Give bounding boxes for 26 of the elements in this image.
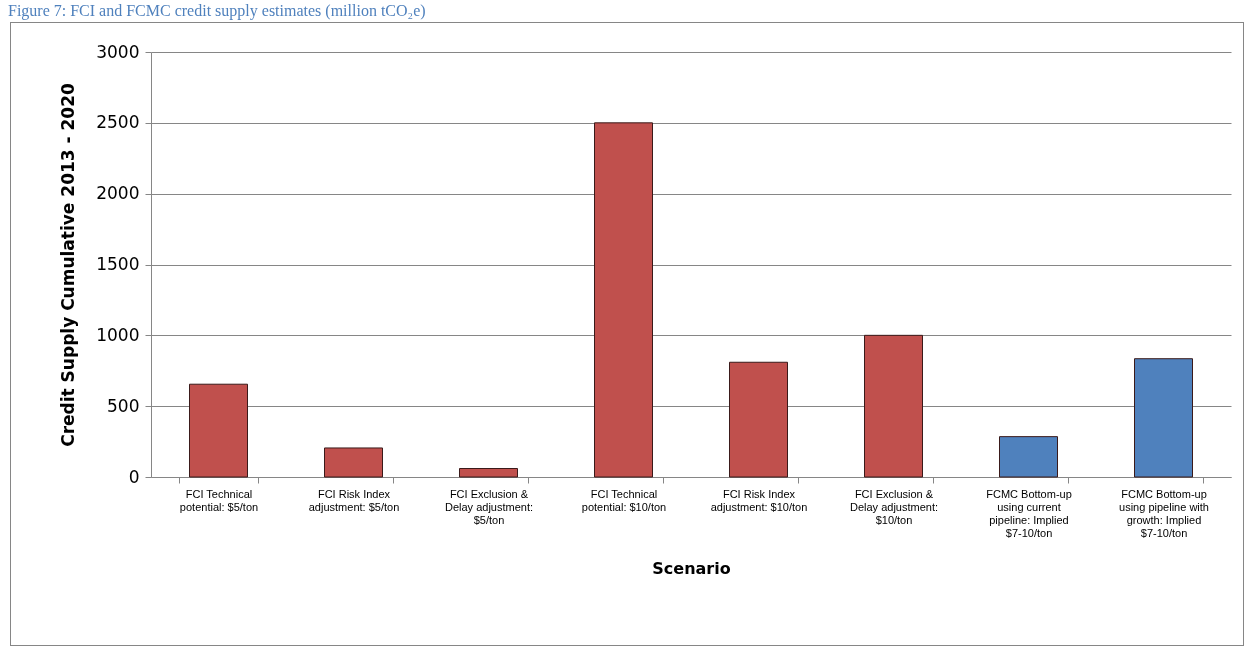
x-tick-label: FCMC Bottom-up using pipeline with growth: Implied $7-10/ton	[1119, 487, 1209, 539]
y-tick-label: 2000	[96, 183, 140, 204]
bar	[459, 468, 518, 478]
y-axis-title: Credit Supply Cumulative 2013 - 2020	[58, 83, 79, 447]
y-tick-label: 0	[128, 466, 140, 487]
x-tick-label: FCMC Bottom-up using current pipeline: Implied $7-10/ton	[986, 487, 1072, 539]
bar	[1134, 358, 1193, 478]
bar	[864, 334, 923, 478]
bar	[729, 361, 788, 478]
y-tick-label: 1500	[96, 254, 140, 274]
bar	[189, 383, 248, 478]
x-tick-label: FCI Exclusion & Delay adjustment: $10/ton	[849, 487, 939, 526]
y-tick-label: 2500	[96, 112, 140, 133]
y-tick-label: 500	[107, 395, 140, 416]
x-tick-label: FCI Technical potential: $5/ton	[179, 487, 259, 513]
x-tick-label: FCI Exclusion & Delay adjustment: $5/ton	[444, 487, 534, 526]
chart-title: Figure 7: FCI and FCMC credit supply estimates (million tCO₂e)	[7, 1, 427, 20]
bar	[324, 447, 383, 478]
x-tick-label: FCI Risk Index adjustment: $10/ton	[710, 487, 808, 513]
x-tick-label: FCI Technical potential: $10/ton	[581, 487, 667, 513]
y-tick-label: 3000	[96, 41, 140, 62]
bar	[594, 122, 653, 478]
y-tick-label: 1000	[96, 324, 140, 345]
x-axis-title: Scenario	[652, 558, 731, 578]
bar	[999, 436, 1058, 478]
x-tick-label: FCI Risk Index adjustment: $5/ton	[308, 487, 400, 513]
